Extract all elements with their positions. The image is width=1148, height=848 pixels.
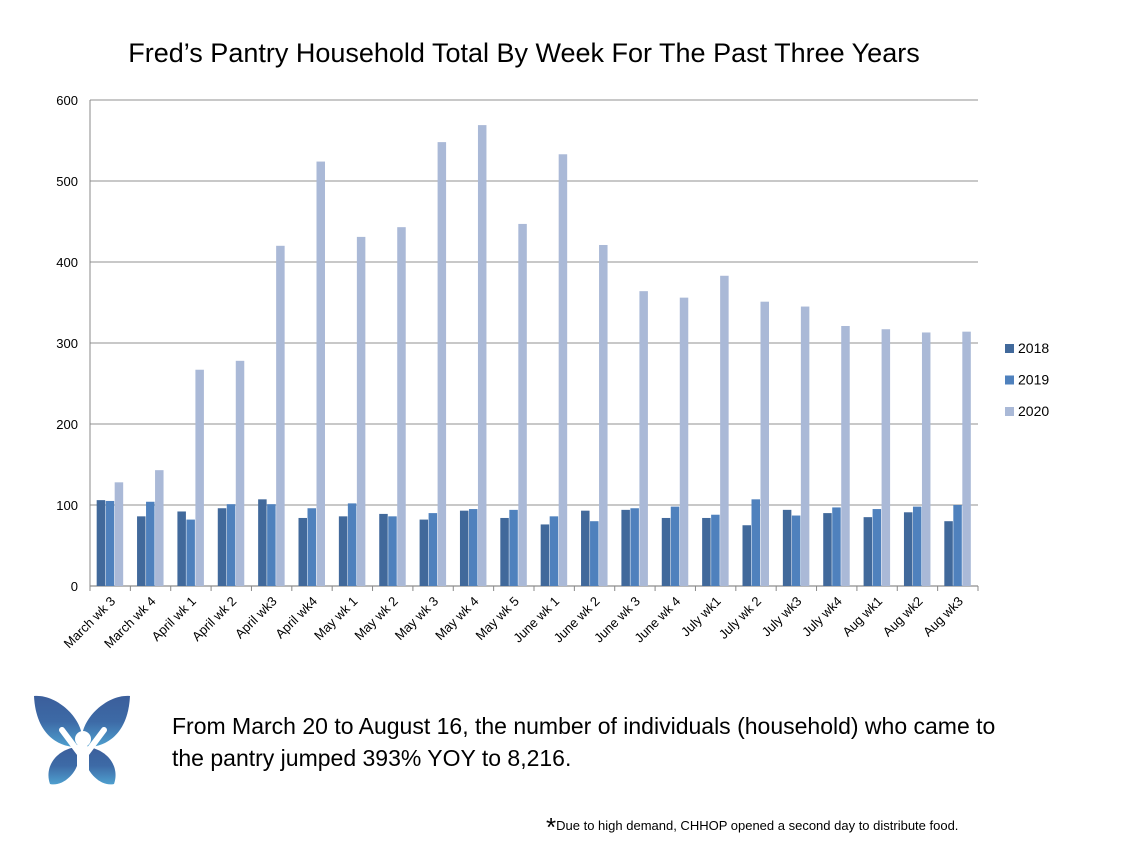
bar-2018 xyxy=(338,516,348,586)
bar-2020 xyxy=(276,245,285,587)
bar-2018 xyxy=(540,524,550,586)
x-tick-label: May wk 3 xyxy=(392,594,441,643)
bar-2018 xyxy=(823,513,832,586)
bar-2019 xyxy=(832,507,841,586)
bar-2020 xyxy=(114,482,124,586)
bar-2019 xyxy=(388,516,397,586)
bar-2018 xyxy=(863,517,873,586)
x-tick-label: Aug wk1 xyxy=(839,594,885,640)
y-tick-label: 0 xyxy=(71,579,78,594)
bar-2019 xyxy=(428,513,438,586)
bar-2019 xyxy=(186,519,195,586)
bar-2020 xyxy=(962,331,971,586)
bar-2019 xyxy=(912,506,922,586)
legend-swatch-2018 xyxy=(1005,344,1014,353)
y-tick-label: 200 xyxy=(56,417,78,432)
bar-2018 xyxy=(903,512,913,586)
bar-2020 xyxy=(760,301,769,586)
bar-2019 xyxy=(751,499,760,586)
bar-2018 xyxy=(379,513,388,586)
bar-2020 xyxy=(195,369,204,586)
x-tick-label: July wk 2 xyxy=(716,594,764,642)
bar-2020 xyxy=(235,360,245,586)
footnote: *Due to high demand, CHHOP opened a seco… xyxy=(546,812,958,843)
bar-2018 xyxy=(459,510,469,586)
bar-2020 xyxy=(356,236,366,586)
bar-2019 xyxy=(872,509,882,586)
bar-2020 xyxy=(558,154,568,586)
bar-2020 xyxy=(518,223,527,586)
x-tick-label: May wk 1 xyxy=(311,594,360,643)
bar-2019 xyxy=(307,508,316,586)
bar-2018 xyxy=(500,517,509,586)
bar-2019 xyxy=(953,505,962,586)
x-tick-label: Aug wk3 xyxy=(920,594,966,640)
bar-2018 xyxy=(419,519,429,586)
legend-label-2019: 2019 xyxy=(1018,372,1049,388)
footnote-asterisk: * xyxy=(546,812,557,842)
bar-2019 xyxy=(226,504,236,586)
x-tick-label: April wk3 xyxy=(232,594,280,642)
bar-2020 xyxy=(720,275,729,586)
bar-2018 xyxy=(742,525,751,586)
bar-2020 xyxy=(679,297,689,586)
bar-2018 xyxy=(782,509,792,586)
x-tick-label: Aug wk2 xyxy=(880,594,926,640)
x-tick-label: July wk4 xyxy=(799,594,845,640)
x-tick-label: July wk3 xyxy=(759,594,805,640)
x-tick-label: April wk 2 xyxy=(189,594,239,644)
legend-label-2020: 2020 xyxy=(1018,403,1049,419)
bar-2020 xyxy=(639,291,648,586)
x-tick-label: May wk 2 xyxy=(351,594,400,643)
bar-2020 xyxy=(477,125,487,587)
bar-2019 xyxy=(590,521,599,586)
bar-2019 xyxy=(711,514,720,586)
legend-label-2018: 2018 xyxy=(1018,340,1049,356)
bar-2019 xyxy=(670,506,680,586)
bar-2018 xyxy=(621,509,630,586)
bar-2019 xyxy=(105,500,115,586)
y-tick-label: 600 xyxy=(56,93,78,108)
bar-2018 xyxy=(298,517,307,586)
bar-2020 xyxy=(397,227,406,587)
y-tick-label: 100 xyxy=(56,498,78,513)
bar-2018 xyxy=(96,500,106,586)
y-tick-label: 300 xyxy=(56,336,78,351)
chart-title: Fred’s Pantry Household Total By Week Fo… xyxy=(128,38,920,68)
y-tick-label: 500 xyxy=(56,174,78,189)
bar-2020 xyxy=(841,325,850,586)
bar-2018 xyxy=(702,517,711,586)
x-tick-label: May wk 4 xyxy=(432,594,481,643)
footnote-text: Due to high demand, CHHOP opened a secon… xyxy=(556,818,959,833)
bar-2019 xyxy=(468,509,478,586)
bar-2019 xyxy=(146,501,155,586)
legend-swatch-2019 xyxy=(1005,375,1014,385)
bar-2019 xyxy=(549,516,559,586)
legend-swatch-2020 xyxy=(1005,407,1014,416)
bar-2020 xyxy=(921,332,931,586)
bar-2020 xyxy=(437,142,447,586)
bar-2020 xyxy=(800,306,810,586)
bar-2018 xyxy=(581,510,590,586)
bar-2019 xyxy=(630,508,639,586)
bar-2018 xyxy=(258,499,267,586)
bar-2018 xyxy=(217,508,227,586)
bar-2019 xyxy=(267,504,276,586)
bar-2018 xyxy=(944,521,953,586)
bar-2020 xyxy=(599,244,608,587)
bar-2019 xyxy=(509,509,518,586)
bar-2020 xyxy=(881,329,891,586)
bar-2018 xyxy=(177,511,186,586)
bar-2019 xyxy=(791,515,801,586)
y-tick-label: 400 xyxy=(56,255,78,270)
bar-2019 xyxy=(347,503,357,586)
summary-caption: From March 20 to August 16, the number o… xyxy=(172,713,996,771)
bar-2020 xyxy=(155,470,164,586)
butterfly-person-logo xyxy=(34,695,130,785)
bar-2018 xyxy=(661,517,671,586)
bar-2018 xyxy=(137,516,146,586)
bar-2020 xyxy=(316,161,325,586)
